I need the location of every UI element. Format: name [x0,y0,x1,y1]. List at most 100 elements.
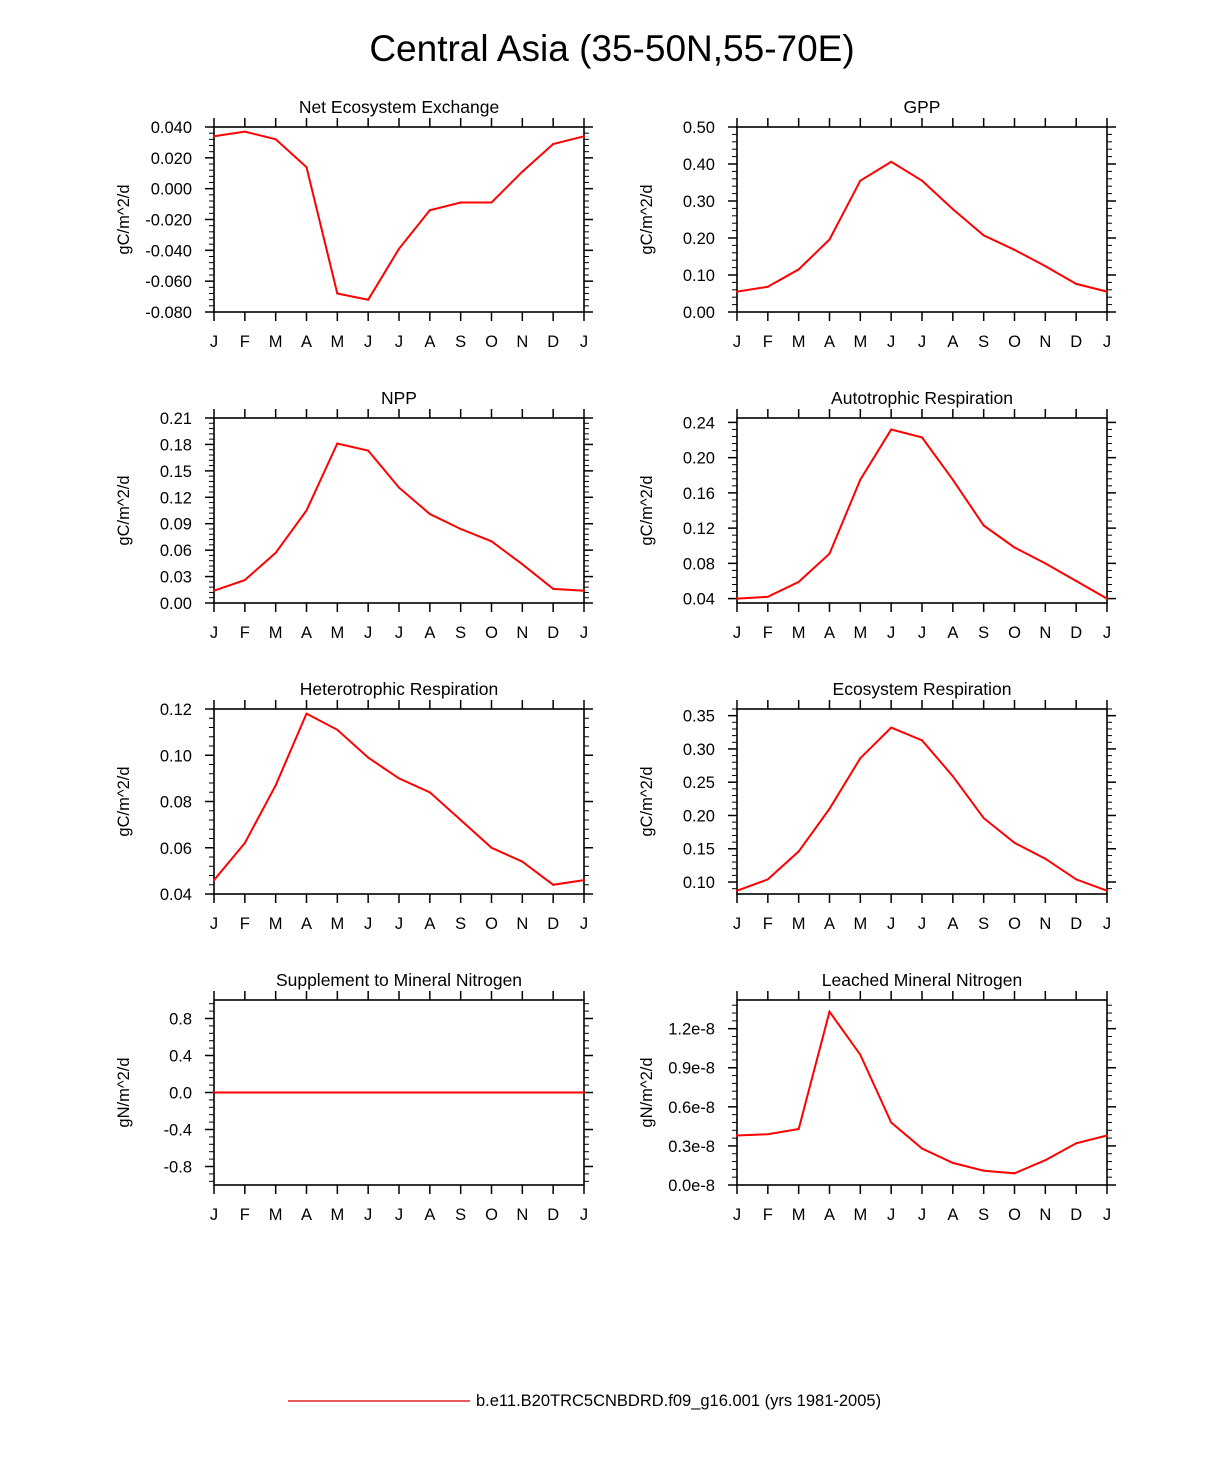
x-tick-label: M [792,333,806,351]
data-point [982,234,985,237]
data-point [1044,265,1047,268]
x-tick-label: J [887,915,895,933]
x-tick-label: N [516,1206,528,1224]
data-point [1106,597,1108,600]
x-tick-label: D [547,333,559,351]
data-point [736,290,738,293]
y-tick-label: 0.03 [160,569,192,587]
y-tick-label: -0.080 [145,304,192,322]
x-tick-label: J [1103,624,1111,642]
y-tick-label: 0.0e-8 [668,1177,715,1195]
data-point [1013,546,1016,549]
data-point [890,726,893,729]
x-tick-label: D [547,1206,559,1224]
data-point [274,138,277,141]
y-tick-label: 0.12 [160,489,192,507]
data-point [828,238,831,241]
x-tick-label: A [824,915,835,933]
y-axis-label: gC/m^2/d [115,475,133,545]
y-tick-label: -0.060 [145,273,192,291]
data-point [921,1147,923,1150]
y-tick-label: 0.35 [683,708,715,726]
data-point [828,1010,831,1013]
y-tick-label: 0.040 [151,119,192,137]
data-point [336,1091,339,1094]
data-point [1044,562,1047,565]
x-tick-label: A [824,333,835,351]
x-tick-label: S [455,1206,466,1224]
x-tick-label: D [547,624,559,642]
data-point [521,860,524,863]
y-axis-label: gN/m^2/d [638,1057,656,1127]
data-point [797,580,800,583]
data-point [859,179,862,182]
data-point [1013,1172,1016,1175]
x-tick-label: J [395,915,403,933]
data-point [367,756,370,759]
x-tick-label: J [210,915,218,933]
x-tick-label: J [887,1206,895,1224]
x-tick-label: S [978,624,989,642]
x-tick-label: M [330,915,344,933]
x-tick-label: J [210,624,218,642]
data-point [274,784,277,787]
data-point [459,528,462,530]
y-tick-label: 0.10 [683,874,715,892]
x-tick-label: F [763,624,773,642]
x-tick-label: F [763,1206,773,1224]
x-tick-label: A [947,915,958,933]
x-tick-label: N [516,915,528,933]
data-point [490,846,493,849]
data-point [1075,282,1078,285]
x-tick-label: J [364,1206,372,1224]
y-tick-label: -0.8 [164,1159,192,1177]
y-tick-label: 0.15 [160,463,192,481]
data-point [367,449,370,452]
y-tick-label: 0.06 [160,840,192,858]
y-tick-label: 0.3e-8 [668,1138,715,1156]
x-tick-label: M [269,915,283,933]
data-point [428,513,431,516]
data-point [736,1134,738,1137]
data-point [951,478,954,481]
data-point [428,791,431,794]
x-tick-label: J [733,915,741,933]
x-tick-label: J [395,333,403,351]
x-tick-label: J [733,1206,741,1224]
x-tick-label: M [330,624,344,642]
x-tick-label: A [424,1206,435,1224]
y-tick-label: 0.000 [151,181,192,199]
x-tick-label: S [455,333,466,351]
data-point [797,1127,800,1130]
x-tick-label: F [240,624,250,642]
chart-title: Net Ecosystem Exchange [299,97,499,117]
data-point [398,777,400,780]
x-tick-label: S [978,1206,989,1224]
data-point [982,524,985,527]
data-point [1106,1134,1108,1137]
data-point [213,589,215,592]
data-point [951,775,954,778]
data-point [982,1169,985,1172]
x-tick-label: M [853,333,867,351]
x-tick-label: D [1070,915,1082,933]
legend: b.e11.B20TRC5CNBDRD.f09_g16.001 (yrs 198… [288,1392,881,1410]
data-point [428,1091,431,1094]
y-tick-label: 0.16 [683,485,715,503]
data-point [490,1091,493,1094]
x-tick-label: J [918,915,926,933]
data-point [490,201,493,204]
x-tick-label: J [210,333,218,351]
chart-title: Heterotrophic Respiration [300,679,498,699]
x-tick-label: O [485,624,498,642]
data-point [583,589,585,592]
data-point [398,247,400,250]
x-tick-label: M [853,624,867,642]
data-point [1044,857,1047,860]
data-point [213,879,215,882]
data-point [890,1121,893,1124]
y-tick-label: 0.30 [683,741,715,759]
x-tick-label: J [918,333,926,351]
